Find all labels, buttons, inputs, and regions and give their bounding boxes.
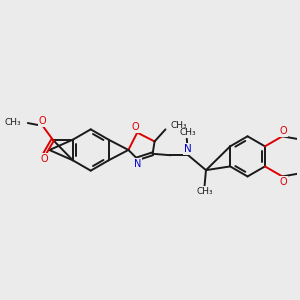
Text: CH₃: CH₃ — [196, 187, 213, 196]
Text: O: O — [38, 116, 46, 126]
Text: N: N — [184, 144, 192, 154]
Text: CH₃: CH₃ — [171, 121, 187, 130]
Text: O: O — [280, 177, 288, 187]
Text: CH₃: CH₃ — [4, 118, 21, 127]
Text: CH₃: CH₃ — [180, 128, 196, 137]
Text: O: O — [132, 122, 140, 132]
Text: O: O — [280, 126, 288, 136]
Text: O: O — [40, 154, 48, 164]
Text: N: N — [134, 159, 142, 169]
